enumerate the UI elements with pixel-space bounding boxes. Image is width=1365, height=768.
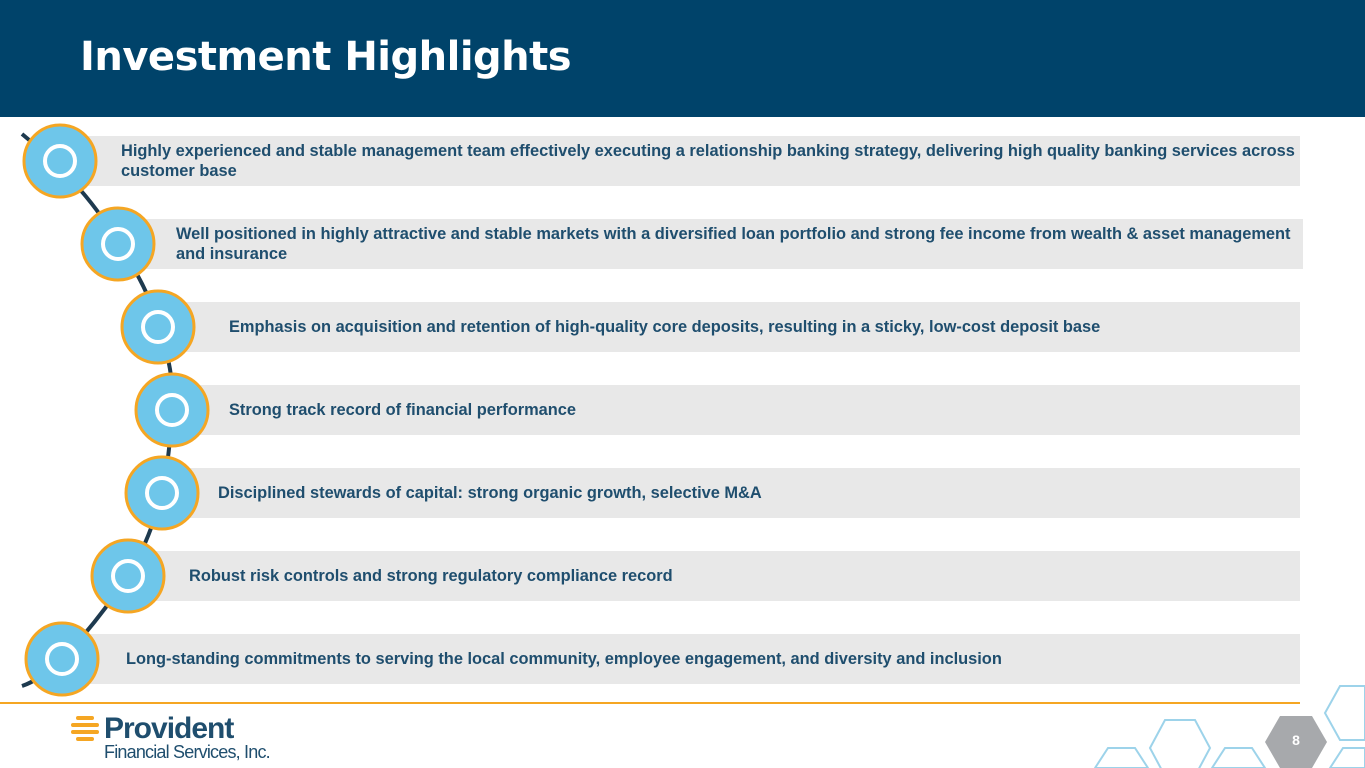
logo-name: Provident [104,712,234,745]
icon-circle [24,621,100,697]
icon-circle [124,455,200,531]
highlight-bar [172,385,1300,435]
icon-circle [90,538,166,614]
icon-glyph [155,393,189,427]
highlight-text: Well positioned in highly attractive and… [176,225,1291,263]
icon-glyph [45,642,79,676]
icon-glyph [111,559,145,593]
icon-glyph [43,144,77,178]
icon-circle [80,206,156,282]
header-bar [0,0,1365,117]
logo-mark [71,716,99,741]
highlight-text: Emphasis on acquisition and retention of… [229,318,1101,336]
highlight-text: Long-standing commitments to serving the… [126,650,1002,668]
icon-glyph [101,227,135,261]
icon-circle [22,123,98,199]
page-badge [1265,716,1327,768]
logo-subtitle: Financial Services, Inc. [104,742,271,762]
highlight-bar [60,136,1300,186]
highlight-text: Disciplined stewards of capital: strong … [218,484,762,502]
slide-title: Investment Highlights [80,34,572,80]
highlight-bar [162,468,1300,518]
icon-glyph [145,476,179,510]
highlight-text: Highly experienced and stable management… [121,142,1295,180]
icon-glyph [141,310,175,344]
highlight-bar [128,551,1300,601]
icon-circle [134,372,210,448]
highlight-text: Strong track record of financial perform… [229,401,577,419]
page-number: 8 [1292,732,1300,748]
hexagons [1093,685,1365,768]
highlight-text: Robust risk controls and strong regulato… [189,567,673,585]
icon-circle [120,289,196,365]
highlight-bar [62,634,1300,684]
highlight-bar [158,302,1300,352]
highlight-bar [118,219,1303,269]
